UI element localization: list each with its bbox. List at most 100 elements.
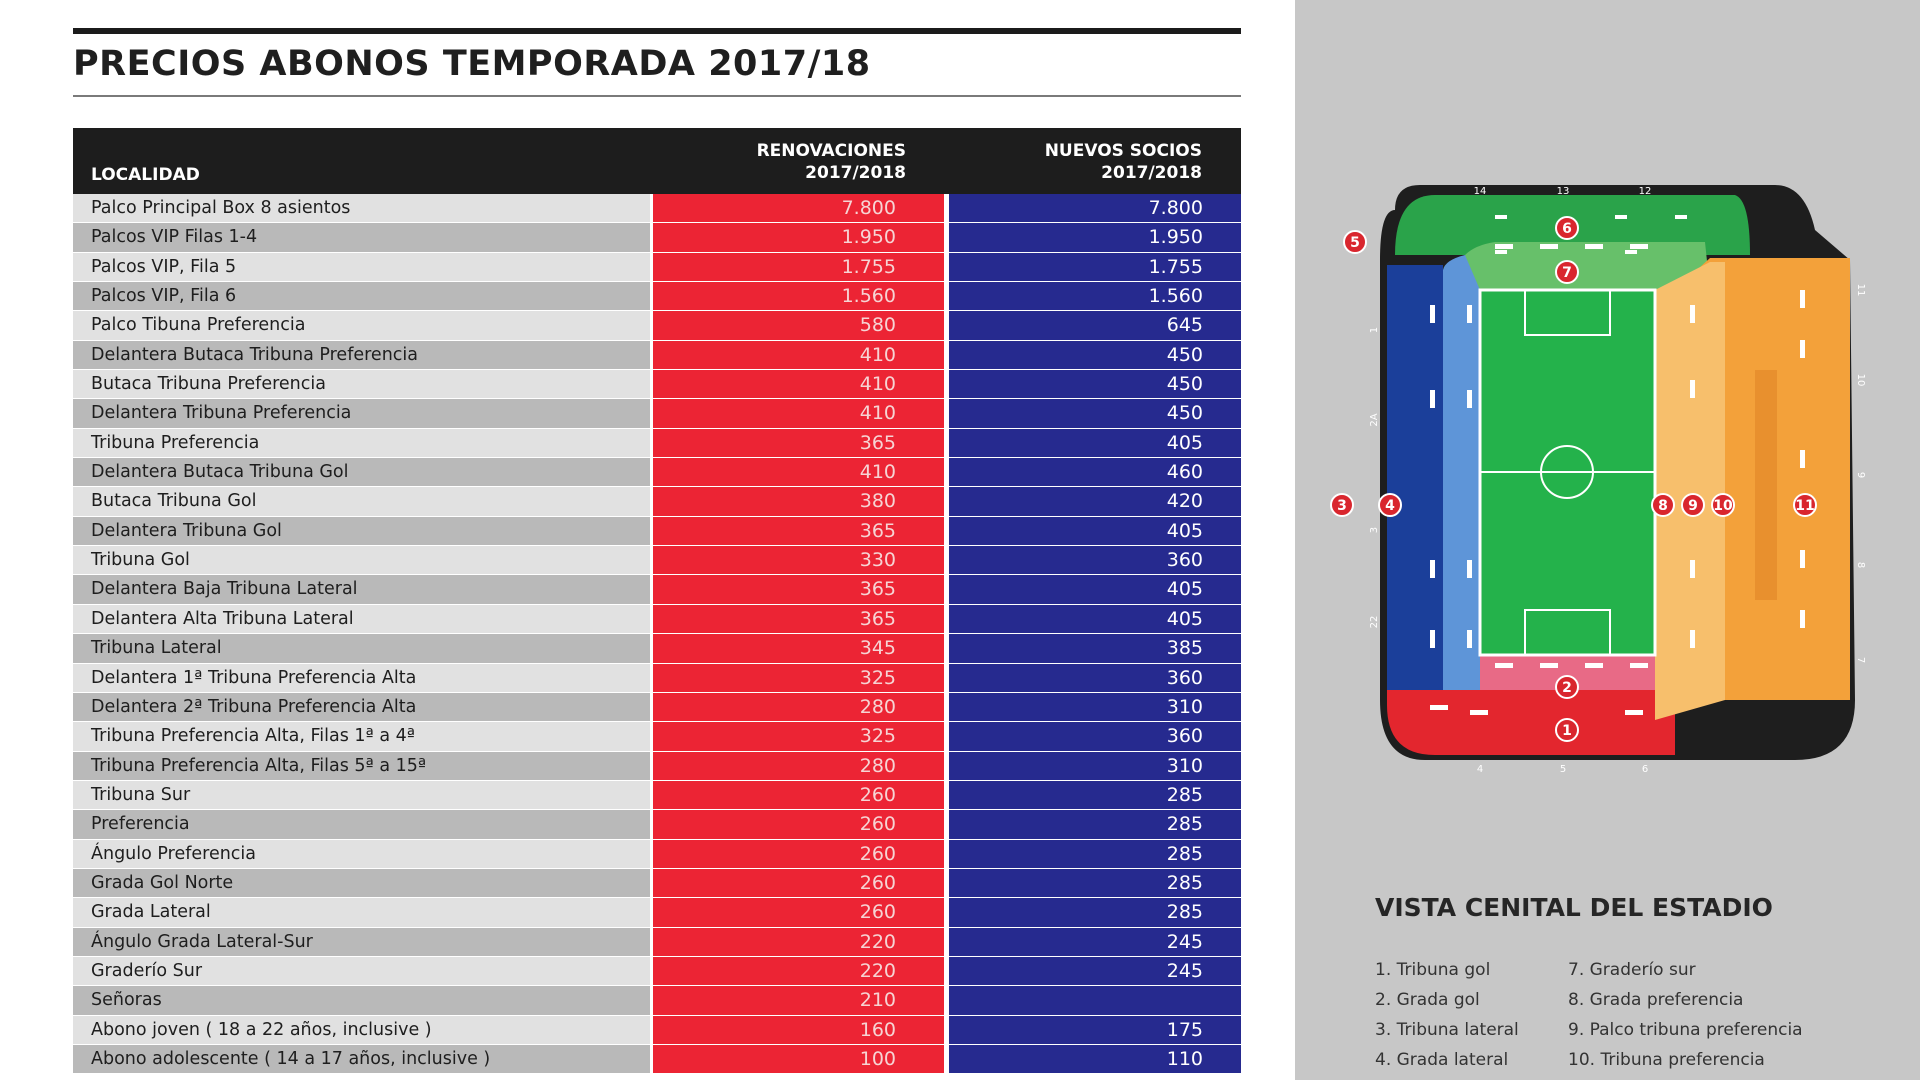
gate-label: 13 [1557, 186, 1570, 197]
table-row: Delantera Alta Tribuna Lateral 365 405 [73, 604, 1241, 635]
cell-divider [944, 223, 949, 252]
table-row: Abono adolescente ( 14 a 17 años, inclus… [73, 1044, 1241, 1075]
cell-renovaciones: 160 [653, 1015, 944, 1044]
section-marker-label: 10 [1713, 498, 1733, 514]
cell-renovaciones: 345 [653, 634, 944, 663]
cell-renovaciones: 260 [653, 898, 944, 927]
stadium-view-title: VISTA CENITAL DEL ESTADIO [1375, 893, 1773, 922]
section-graderio-sur [1465, 242, 1710, 290]
cell-renovaciones: 1.560 [653, 282, 944, 311]
cell-divider [944, 692, 949, 722]
cell-divider [650, 487, 653, 516]
cell-localidad: Palco Principal Box 8 asientos [73, 194, 650, 223]
cell-localidad: Palcos VIP, Fila 5 [73, 252, 650, 282]
section-marker [1555, 718, 1579, 742]
cell-nuevos-socios: 245 [949, 956, 1241, 986]
cell-divider [650, 428, 653, 458]
cell-nuevos-socios [949, 986, 1241, 1015]
cell-nuevos-socios: 175 [949, 1015, 1241, 1044]
table-row: Palco Tibuna Preferencia 580 645 [73, 311, 1241, 341]
cell-divider [650, 194, 653, 223]
cell-nuevos-socios: 360 [949, 722, 1241, 751]
cell-nuevos-socios: 405 [949, 516, 1241, 546]
cell-nuevos-socios: 285 [949, 868, 1241, 898]
gate-label: 4 [1477, 764, 1483, 775]
table-row: Delantera Tribuna Preferencia 410 450 [73, 399, 1241, 429]
cell-nuevos-socios: 360 [949, 546, 1241, 575]
cell-localidad: Señoras [73, 986, 650, 1015]
cell-localidad: Grada Lateral [73, 898, 650, 927]
cell-renovaciones: 260 [653, 810, 944, 839]
cell-renovaciones: 210 [653, 986, 944, 1015]
cell-renovaciones: 1.755 [653, 252, 944, 282]
cell-localidad: Delantera 2ª Tribuna Preferencia Alta [73, 692, 650, 722]
section-marker-label: 1 [1562, 723, 1572, 739]
cell-renovaciones: 410 [653, 370, 944, 399]
gate-label: 12 [1639, 186, 1652, 197]
cell-divider [650, 340, 653, 370]
top-rule [73, 28, 1241, 34]
cell-divider [944, 399, 949, 428]
price-table: LOCALIDAD RENOVACIONES 2017/2018 NUEVOS … [73, 128, 1241, 1075]
legend-item: 4. Grada lateral [1375, 1050, 1509, 1070]
cell-divider [944, 428, 949, 458]
cell-divider [944, 780, 949, 810]
cell-divider [650, 692, 653, 722]
cell-renovaciones: 410 [653, 458, 944, 487]
table-row: Palco Principal Box 8 asientos 7.800 7.800 [73, 194, 1241, 224]
title-divider [73, 95, 1241, 97]
cell-localidad: Abono joven ( 18 a 22 años, inclusive ) [73, 1015, 650, 1044]
cell-divider [944, 868, 949, 898]
cell-divider [650, 780, 653, 810]
cell-divider [650, 311, 653, 340]
cell-divider [650, 663, 653, 692]
cell-localidad: Abono adolescente ( 14 a 17 años, inclus… [73, 1044, 650, 1074]
cell-nuevos-socios: 7.800 [949, 194, 1241, 223]
cell-divider [650, 868, 653, 898]
section-tribuna-lateral [1387, 265, 1443, 690]
section-marker [1651, 493, 1675, 517]
cell-divider [650, 956, 653, 986]
legend-item: 2. Grada gol [1375, 990, 1480, 1010]
cell-divider [650, 898, 653, 927]
cell-divider [650, 927, 653, 956]
section-marker-label: 4 [1385, 498, 1395, 514]
section-marker-label: 8 [1658, 498, 1668, 514]
cell-localidad: Delantera Butaca Tribuna Preferencia [73, 340, 650, 370]
cell-divider [650, 1044, 653, 1074]
table-row: Tribuna Sur 260 285 [73, 780, 1241, 811]
section-grada-preferencia [1655, 262, 1725, 720]
cell-divider [650, 516, 653, 546]
legend-item: 10. Tribuna preferencia [1568, 1050, 1765, 1070]
cell-divider [944, 751, 949, 780]
pitch-bottom-box [1524, 609, 1611, 656]
cell-divider [650, 399, 653, 428]
cell-renovaciones: 365 [653, 516, 944, 546]
cell-nuevos-socios: 420 [949, 487, 1241, 516]
section-marker-label: 2 [1562, 680, 1572, 696]
cell-localidad: Ángulo Preferencia [73, 839, 650, 868]
legend-right-column: 7. Graderío sur 8. Grada preferencia 9. … [1568, 955, 1803, 1075]
gate-label: 5 [1560, 764, 1566, 775]
cell-nuevos-socios: 1.950 [949, 223, 1241, 252]
pitch-center-circle [1540, 445, 1594, 499]
table-row: Grada Lateral 260 285 [73, 898, 1241, 928]
cell-divider [650, 839, 653, 868]
table-row: Delantera Tribuna Gol 365 405 [73, 516, 1241, 547]
cell-localidad: Palcos VIP, Fila 6 [73, 282, 650, 311]
cell-localidad: Delantera 1ª Tribuna Preferencia Alta [73, 663, 650, 692]
section-palco-preferencia [1755, 370, 1777, 600]
cell-nuevos-socios: 405 [949, 575, 1241, 604]
price-sheet: PRECIOS ABONOS TEMPORADA 2017/18 LOCALID… [73, 28, 1241, 1075]
section-marker [1555, 675, 1579, 699]
cell-renovaciones: 580 [653, 311, 944, 340]
cell-nuevos-socios: 450 [949, 370, 1241, 399]
cell-divider [944, 986, 949, 1015]
cell-nuevos-socios: 245 [949, 927, 1241, 956]
cell-localidad: Palcos VIP Filas 1-4 [73, 223, 650, 252]
cell-localidad: Tribuna Preferencia Alta, Filas 1ª a 4ª [73, 722, 650, 751]
cell-divider [944, 634, 949, 663]
cell-nuevos-socios: 360 [949, 663, 1241, 692]
cell-renovaciones: 100 [653, 1044, 944, 1074]
cell-divider [944, 927, 949, 956]
